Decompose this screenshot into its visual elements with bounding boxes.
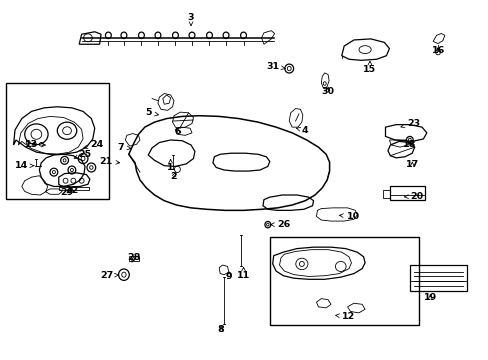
Text: 1: 1 xyxy=(167,159,174,172)
Text: 30: 30 xyxy=(321,87,334,96)
Text: 17: 17 xyxy=(405,161,418,170)
Text: 26: 26 xyxy=(270,220,290,229)
Text: 11: 11 xyxy=(236,267,250,280)
Text: 28: 28 xyxy=(127,253,140,262)
Bar xyxy=(6,83,109,199)
Bar xyxy=(389,186,425,200)
Text: 16: 16 xyxy=(431,46,445,55)
Text: 6: 6 xyxy=(174,127,181,136)
Text: 15: 15 xyxy=(363,61,376,75)
Text: 5: 5 xyxy=(145,108,158,117)
Bar xyxy=(128,256,138,261)
Bar xyxy=(59,187,89,190)
Text: 19: 19 xyxy=(423,293,436,302)
Text: 31: 31 xyxy=(266,62,285,71)
Bar xyxy=(269,237,418,325)
Text: 23: 23 xyxy=(400,119,420,128)
Text: 10: 10 xyxy=(339,212,359,221)
Text: 18: 18 xyxy=(402,140,416,149)
Text: 25: 25 xyxy=(74,150,91,159)
Text: 8: 8 xyxy=(217,325,224,334)
Text: 27: 27 xyxy=(100,271,119,280)
Bar xyxy=(409,265,466,292)
Text: 24: 24 xyxy=(84,140,103,149)
Text: 7: 7 xyxy=(117,143,131,152)
Text: 13: 13 xyxy=(25,140,45,149)
Text: 20: 20 xyxy=(404,192,422,201)
Text: 4: 4 xyxy=(296,126,308,135)
Text: 12: 12 xyxy=(335,312,354,321)
Text: 2: 2 xyxy=(170,172,177,181)
Text: 3: 3 xyxy=(187,13,194,26)
Text: 22: 22 xyxy=(65,185,79,194)
Text: 14: 14 xyxy=(15,161,34,170)
Bar xyxy=(382,190,389,198)
Text: 21: 21 xyxy=(99,157,120,166)
Text: 29: 29 xyxy=(60,188,73,197)
Text: 9: 9 xyxy=(225,272,232,281)
